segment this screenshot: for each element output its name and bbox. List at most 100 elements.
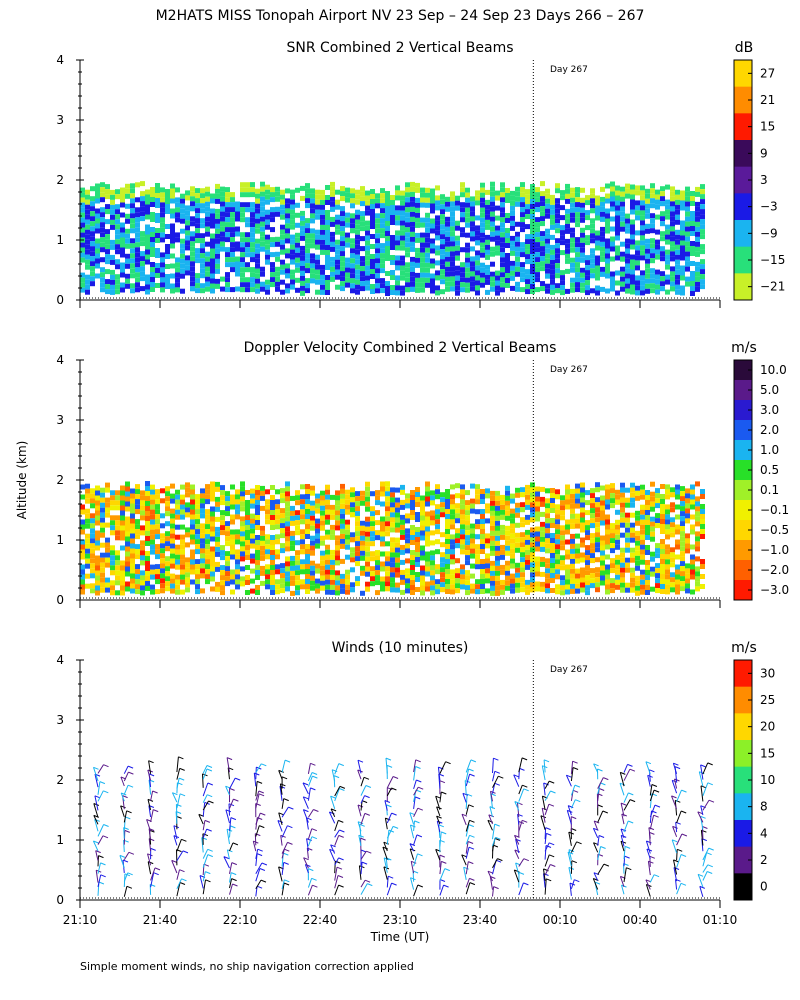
heatmap-cell [355,279,360,285]
heatmap-cell [350,273,355,279]
heatmap-cell [280,194,285,200]
heatmap-cell [285,486,290,492]
heatmap-cell [550,538,555,543]
heatmap-cell [300,195,305,201]
heatmap-cell [90,498,95,504]
heatmap-cell [645,545,650,550]
heatmap-cell [575,578,580,584]
heatmap-cell [210,571,215,577]
heatmap-cell [550,224,555,230]
heatmap-cell [385,486,390,492]
heatmap-cell [600,246,605,252]
wind-barb [358,865,362,880]
heatmap-cell [365,255,370,261]
heatmap-cell [505,530,510,536]
heatmap-cell [325,275,330,280]
heatmap-cell [245,555,250,560]
heatmap-cell [140,211,145,217]
heatmap-cell [445,524,450,529]
heatmap-cell [610,483,615,489]
heatmap-cell [345,232,350,238]
heatmap-cell [150,584,155,590]
heatmap-cell [635,280,640,286]
heatmap-cell [90,523,95,529]
heatmap-cell [555,243,560,249]
heatmap-cell [85,289,90,295]
heatmap-cell [360,271,365,277]
heatmap-cell [465,272,470,278]
heatmap-cell [315,189,320,195]
heatmap-cell [315,209,320,215]
heatmap-cell [240,237,245,243]
heatmap-cell [670,226,675,232]
heatmap-cell [175,187,180,193]
heatmap-cell [445,559,450,564]
heatmap-cell [510,225,515,231]
heatmap-cell [560,215,565,221]
heatmap-cell [630,199,635,205]
heatmap-cell [445,261,450,267]
heatmap-cell [540,546,545,552]
heatmap-cell [665,524,670,530]
heatmap-cell [380,198,385,204]
heatmap-cell [80,217,85,223]
heatmap-cell [485,274,490,280]
heatmap-cell [275,564,280,570]
heatmap-cell [385,191,390,196]
heatmap-cell [685,488,690,494]
heatmap-cell [675,254,680,260]
heatmap-cell [170,223,175,229]
heatmap-cell [275,206,280,212]
heatmap-cell [680,506,685,512]
heatmap-cell [700,489,705,494]
heatmap-cell [535,232,540,238]
heatmap-cell [140,555,145,561]
heatmap-cell [215,278,220,284]
heatmap-cell [390,587,395,593]
heatmap-cell [680,566,685,572]
heatmap-cell [255,283,260,289]
heatmap-cell [240,212,245,218]
heatmap-cell [610,548,615,554]
heatmap-cell [155,504,160,510]
heatmap-cell [625,223,630,229]
heatmap-cell [305,574,310,579]
heatmap-cell [90,583,95,589]
heatmap-cell [680,230,685,236]
heatmap-cell [270,565,275,570]
heatmap-cell [200,548,205,554]
heatmap-cell [335,189,340,195]
heatmap-cell [620,216,625,222]
heatmap-cell [685,251,690,257]
heatmap-cell [360,535,365,541]
heatmap-cell [445,201,450,207]
heatmap-cell [310,525,315,531]
heatmap-cell [530,244,535,249]
heatmap-cell [205,544,210,550]
heatmap-cell [565,288,570,294]
heatmap-cell [480,499,485,504]
heatmap-cell [525,259,530,265]
heatmap-cell [185,210,190,216]
heatmap-cell [100,242,105,248]
heatmap-cell [425,521,430,527]
heatmap-cell [525,269,530,275]
heatmap-cell [535,217,540,223]
heatmap-cell [375,233,380,239]
heatmap-cell [550,503,555,508]
heatmap-cell [590,493,595,499]
heatmap-cell [300,280,305,286]
heatmap-cell [95,580,100,586]
heatmap-cell [485,543,490,549]
heatmap-cell [90,261,95,267]
heatmap-cell [195,494,200,500]
heatmap-cell [145,541,150,546]
heatmap-cell [130,573,135,579]
heatmap-cell [475,285,480,291]
heatmap-cell [560,250,565,256]
heatmap-cell [215,233,220,239]
heatmap-cell [555,574,560,580]
heatmap-cell [175,514,180,520]
heatmap-cell [85,563,90,569]
wind-barb-flag [181,878,187,882]
